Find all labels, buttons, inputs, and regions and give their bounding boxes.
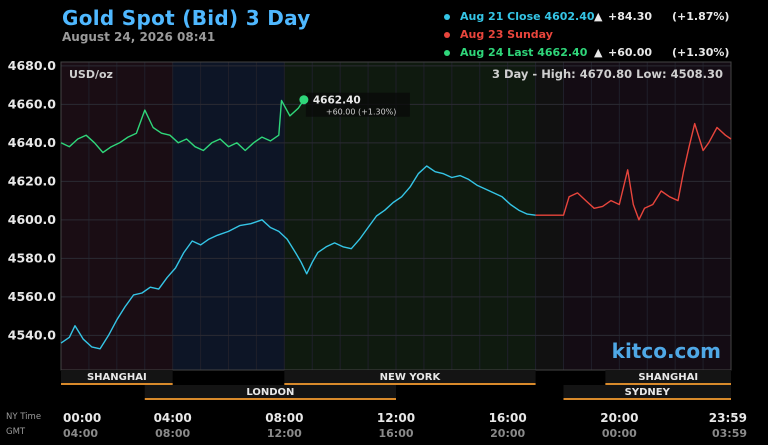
legend-label: Aug 23 Sunday	[460, 28, 553, 41]
x-tick-gmt: 16:00	[378, 427, 413, 440]
watermark-logo: kitco.com	[612, 339, 721, 363]
y-tick-label: 4680.0	[8, 58, 57, 73]
x-tick-ny: 04:00	[154, 411, 192, 425]
legend-percent: (+1.87%)	[672, 10, 730, 23]
legend-item-aug24: Aug 24 Last 4662.40 ▲ +60.00 (+1.30%)	[440, 46, 760, 64]
unit-label: USD/oz	[69, 68, 113, 81]
legend-item-aug21: Aug 21 Close 4602.40 ▲ +84.30 (+1.87%)	[440, 10, 760, 28]
legend-label: Aug 21 Close 4602.40	[460, 10, 595, 23]
session-label: NEW YORK	[380, 372, 442, 383]
legend-dot-icon	[444, 32, 450, 38]
x-tick-ny: 16:00	[489, 411, 527, 425]
legend-percent: (+1.30%)	[672, 46, 730, 59]
legend-change: +84.30	[608, 10, 653, 23]
last-value-label: 4662.40	[313, 95, 361, 107]
y-tick-label: 4540.0	[8, 327, 57, 342]
last-point	[299, 95, 309, 105]
session-label: SYDNEY	[625, 387, 671, 398]
x-tick-gmt: 04:00	[63, 427, 98, 440]
gmt-label: GMT	[6, 427, 26, 437]
x-tick-gmt: 03:59	[712, 427, 747, 440]
y-tick-label: 4620.0	[8, 173, 57, 188]
y-tick-label: 4580.0	[8, 250, 57, 265]
legend-change: +60.00	[608, 46, 653, 59]
aug24-line	[60, 99, 305, 154]
chart-title: Gold Spot (Bid) 3 Day	[62, 6, 311, 30]
legend-item-aug23: Aug 23 Sunday	[440, 28, 760, 46]
session-bg	[535, 62, 564, 370]
y-tick-label: 4560.0	[8, 289, 57, 304]
x-tick-gmt: 20:00	[490, 427, 525, 440]
y-tick-label: 4600.0	[8, 212, 57, 227]
session-label: SHANGHAI	[87, 372, 147, 383]
last-change-label: +60.00 (+1.30%)	[326, 108, 397, 117]
x-tick-ny: 08:00	[265, 411, 303, 425]
up-arrow-icon: ▲	[594, 46, 603, 59]
last-label-bg	[305, 92, 410, 117]
session-band	[605, 370, 731, 383]
y-tick-label: 4640.0	[8, 135, 57, 150]
legend-label: Aug 24 Last 4662.40	[460, 46, 588, 59]
session-band	[563, 385, 731, 398]
aug21-line	[60, 165, 536, 350]
session-label: LONDON	[246, 387, 294, 398]
x-tick-ny: 20:00	[600, 411, 638, 425]
nytime-label: NY Time	[6, 412, 41, 422]
session-band	[284, 370, 536, 383]
x-tick-gmt: 12:00	[267, 427, 302, 440]
x-tick-gmt: 00:00	[602, 427, 637, 440]
range-label: 3 Day - High: 4670.80 Low: 4508.30	[492, 67, 723, 81]
y-tick-label: 4660.0	[8, 96, 57, 111]
x-tick-ny: 12:00	[377, 411, 415, 425]
legend: Aug 21 Close 4602.40 ▲ +84.30 (+1.87%) A…	[440, 10, 760, 64]
x-tick-ny: 00:00	[63, 411, 101, 425]
session-band	[61, 370, 173, 383]
legend-dot-icon	[444, 50, 450, 56]
x-tick-gmt: 08:00	[155, 427, 190, 440]
up-arrow-icon: ▲	[594, 10, 603, 23]
aug23-line	[535, 122, 732, 221]
x-tick-ny: 23:59	[709, 411, 747, 425]
chart-datetime: August 24, 2026 08:41	[62, 30, 216, 44]
session-band	[144, 385, 396, 398]
legend-dot-icon	[444, 14, 450, 20]
session-label: SHANGHAI	[638, 372, 698, 383]
